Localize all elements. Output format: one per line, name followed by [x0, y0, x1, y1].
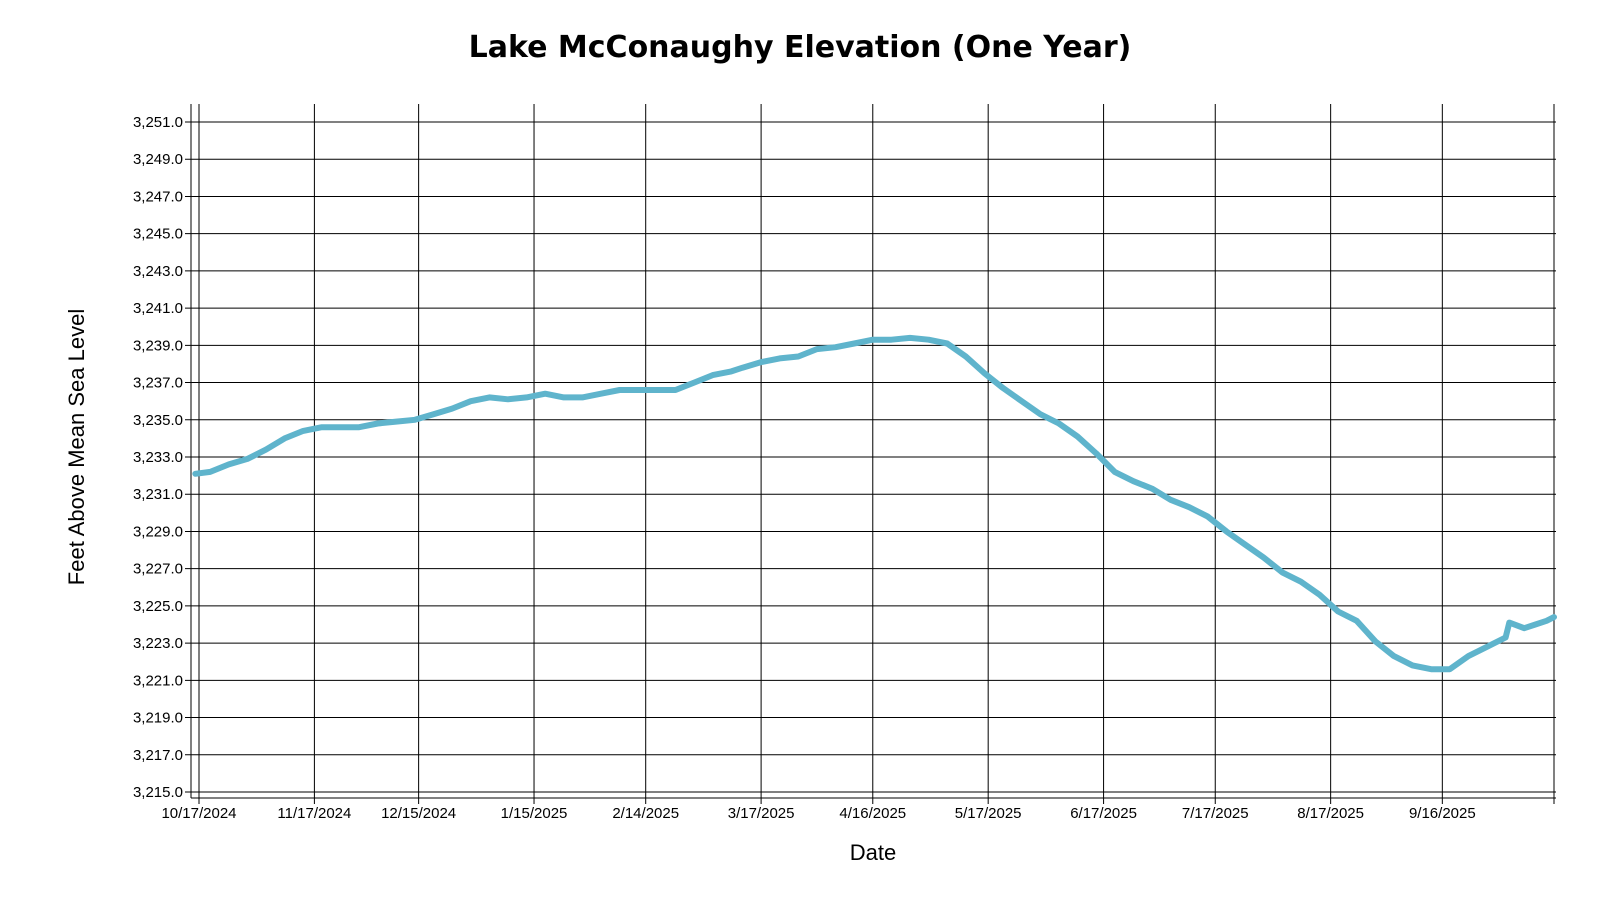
x-tick-label: 12/15/2024	[381, 805, 456, 822]
chart-title: Lake McConaughy Elevation (One Year)	[468, 30, 1132, 65]
y-tick-label: 3,231.0	[133, 486, 183, 503]
y-tick-label: 3,225.0	[133, 598, 183, 615]
y-tick-label: 3,223.0	[133, 635, 183, 652]
x-tick-label: 9/16/2025	[1409, 805, 1476, 822]
x-tick-label: 1/15/2025	[501, 805, 568, 822]
y-tick-label: 3,227.0	[133, 561, 183, 578]
y-tick-label: 3,251.0	[133, 114, 183, 131]
y-tick-label: 3,219.0	[133, 710, 183, 727]
grid-lines	[185, 104, 1556, 804]
y-tick-label: 3,237.0	[133, 375, 183, 392]
y-axis-label: Feet Above Mean Sea Level	[64, 309, 89, 585]
x-tick-label: 4/16/2025	[839, 805, 906, 822]
y-tick-label: 3,235.0	[133, 412, 183, 429]
x-tick-label: 11/17/2024	[277, 805, 351, 822]
x-tick-label: 8/17/2025	[1297, 805, 1364, 822]
x-axis-label: Date	[850, 840, 896, 865]
y-tick-label: 3,249.0	[133, 151, 183, 168]
y-tick-label: 3,221.0	[133, 672, 183, 689]
x-tick-label: 6/17/2025	[1070, 805, 1137, 822]
y-tick-label: 3,245.0	[133, 226, 183, 243]
tick-labels: 3,215.0 3,217.0 3,219.0 3,221.0 3,223.0 3,225…	[133, 114, 1476, 822]
x-tick-label: 7/17/2025	[1182, 805, 1249, 822]
y-tick-label: 3,217.0	[133, 747, 183, 764]
y-tick-label: 3,239.0	[133, 337, 183, 354]
x-tick-label: 2/14/2025	[612, 805, 679, 822]
y-tick-label: 3,229.0	[133, 523, 183, 540]
y-tick-label: 3,241.0	[133, 300, 183, 317]
series-layer	[192, 334, 1557, 673]
y-tick-label: 3,247.0	[133, 188, 183, 205]
x-tick-label: 5/17/2025	[955, 805, 1022, 822]
x-tick-label: 3/17/2025	[728, 805, 795, 822]
x-tick-label: 10/17/2024	[161, 805, 236, 822]
y-tick-label: 3,233.0	[133, 449, 183, 466]
y-tick-label: 3,243.0	[133, 263, 183, 280]
y-tick-label: 3,215.0	[133, 784, 183, 801]
series-line	[192, 334, 1557, 673]
axes	[190, 104, 1556, 799]
